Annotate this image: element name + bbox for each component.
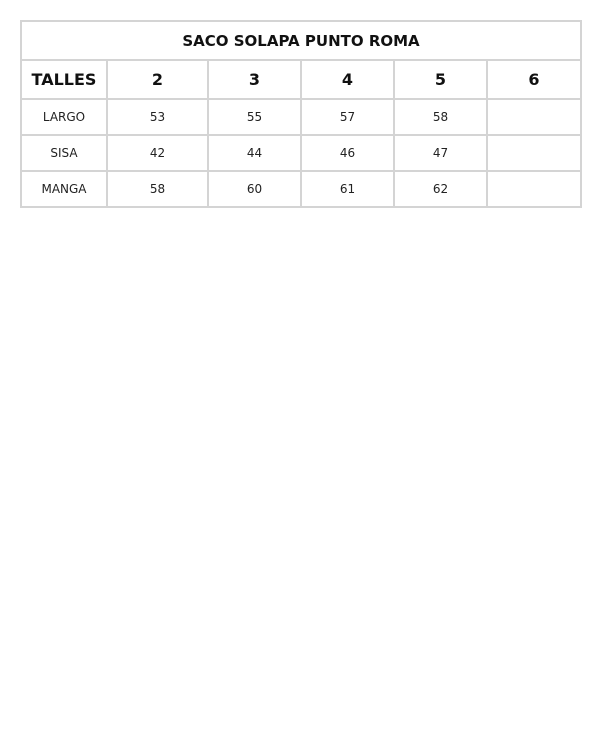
title-row: SACO SOLAPA PUNTO ROMA (20, 20, 582, 61)
table-cell (486, 170, 582, 208)
table-cell: 58 (393, 98, 488, 136)
table-cell: 62 (393, 170, 488, 208)
table-cell: 46 (300, 134, 395, 172)
row-label: LARGO (20, 98, 108, 136)
table-cell: 42 (106, 134, 209, 172)
header-cell: TALLES (20, 59, 108, 100)
row-label: SISA (20, 134, 108, 172)
table-cell: 57 (300, 98, 395, 136)
table-cell: 55 (207, 98, 302, 136)
table-row: MANGA 58 60 61 62 (20, 170, 582, 208)
header-cell: 6 (486, 59, 582, 100)
table-cell (486, 98, 582, 136)
header-cell: 3 (207, 59, 302, 100)
table-cell: 58 (106, 170, 209, 208)
table-cell: 60 (207, 170, 302, 208)
table-cell (486, 134, 582, 172)
header-cell: 4 (300, 59, 395, 100)
table-cell: 44 (207, 134, 302, 172)
table-cell: 47 (393, 134, 488, 172)
header-cell: 2 (106, 59, 209, 100)
row-label: MANGA (20, 170, 108, 208)
size-table: SACO SOLAPA PUNTO ROMA TALLES 2 3 4 5 6 … (20, 20, 582, 208)
table-cell: 53 (106, 98, 209, 136)
table-row: LARGO 53 55 57 58 (20, 98, 582, 136)
header-row: TALLES 2 3 4 5 6 (20, 59, 582, 100)
table-title: SACO SOLAPA PUNTO ROMA (20, 20, 582, 61)
table-cell: 61 (300, 170, 395, 208)
table-row: SISA 42 44 46 47 (20, 134, 582, 172)
header-cell: 5 (393, 59, 488, 100)
